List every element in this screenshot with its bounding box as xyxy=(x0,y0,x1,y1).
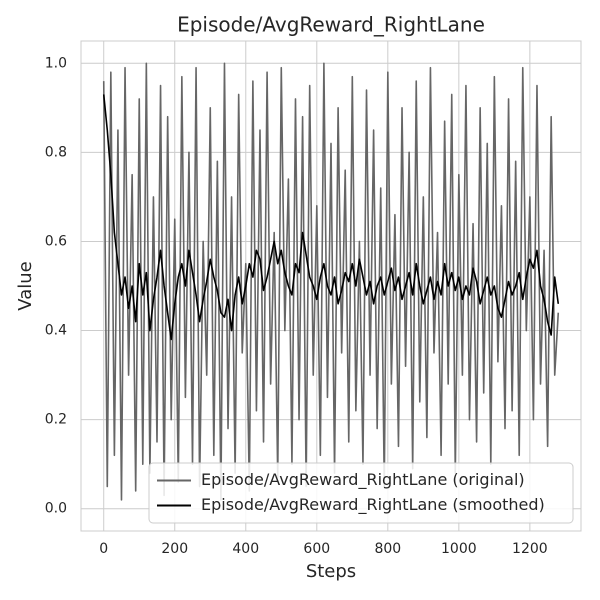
x-axis-label: Steps xyxy=(306,561,356,582)
y-tick-label: 0.6 xyxy=(45,233,67,249)
x-tick-label: 1200 xyxy=(512,541,548,557)
y-axis-label: Value xyxy=(15,261,36,310)
x-tick-label: 200 xyxy=(161,541,188,557)
x-tick-label: 1000 xyxy=(441,541,477,557)
y-tick-label: 0.8 xyxy=(45,144,67,160)
x-tick-label: 800 xyxy=(374,541,401,557)
lines xyxy=(102,62,560,501)
y-tick-label: 0.2 xyxy=(45,412,67,428)
legend-label: Episode/AvgReward_RightLane (smoothed) xyxy=(201,495,545,515)
x-tick-label: 600 xyxy=(303,541,330,557)
y-tick-label: 1.0 xyxy=(45,55,67,71)
y-tick-label: 0.0 xyxy=(45,501,67,517)
legend: Episode/AvgReward_RightLane (original) Ep… xyxy=(148,462,574,524)
series-line xyxy=(102,94,560,341)
x-tick-label: 400 xyxy=(232,541,259,557)
y-tick-label: 0.4 xyxy=(45,323,67,339)
x-tick-label: 0 xyxy=(99,541,108,557)
legend-label: Episode/AvgReward_RightLane (original) xyxy=(201,470,525,490)
chart-title: Episode/AvgReward_RightLane xyxy=(177,13,485,37)
legend-box xyxy=(148,462,574,524)
